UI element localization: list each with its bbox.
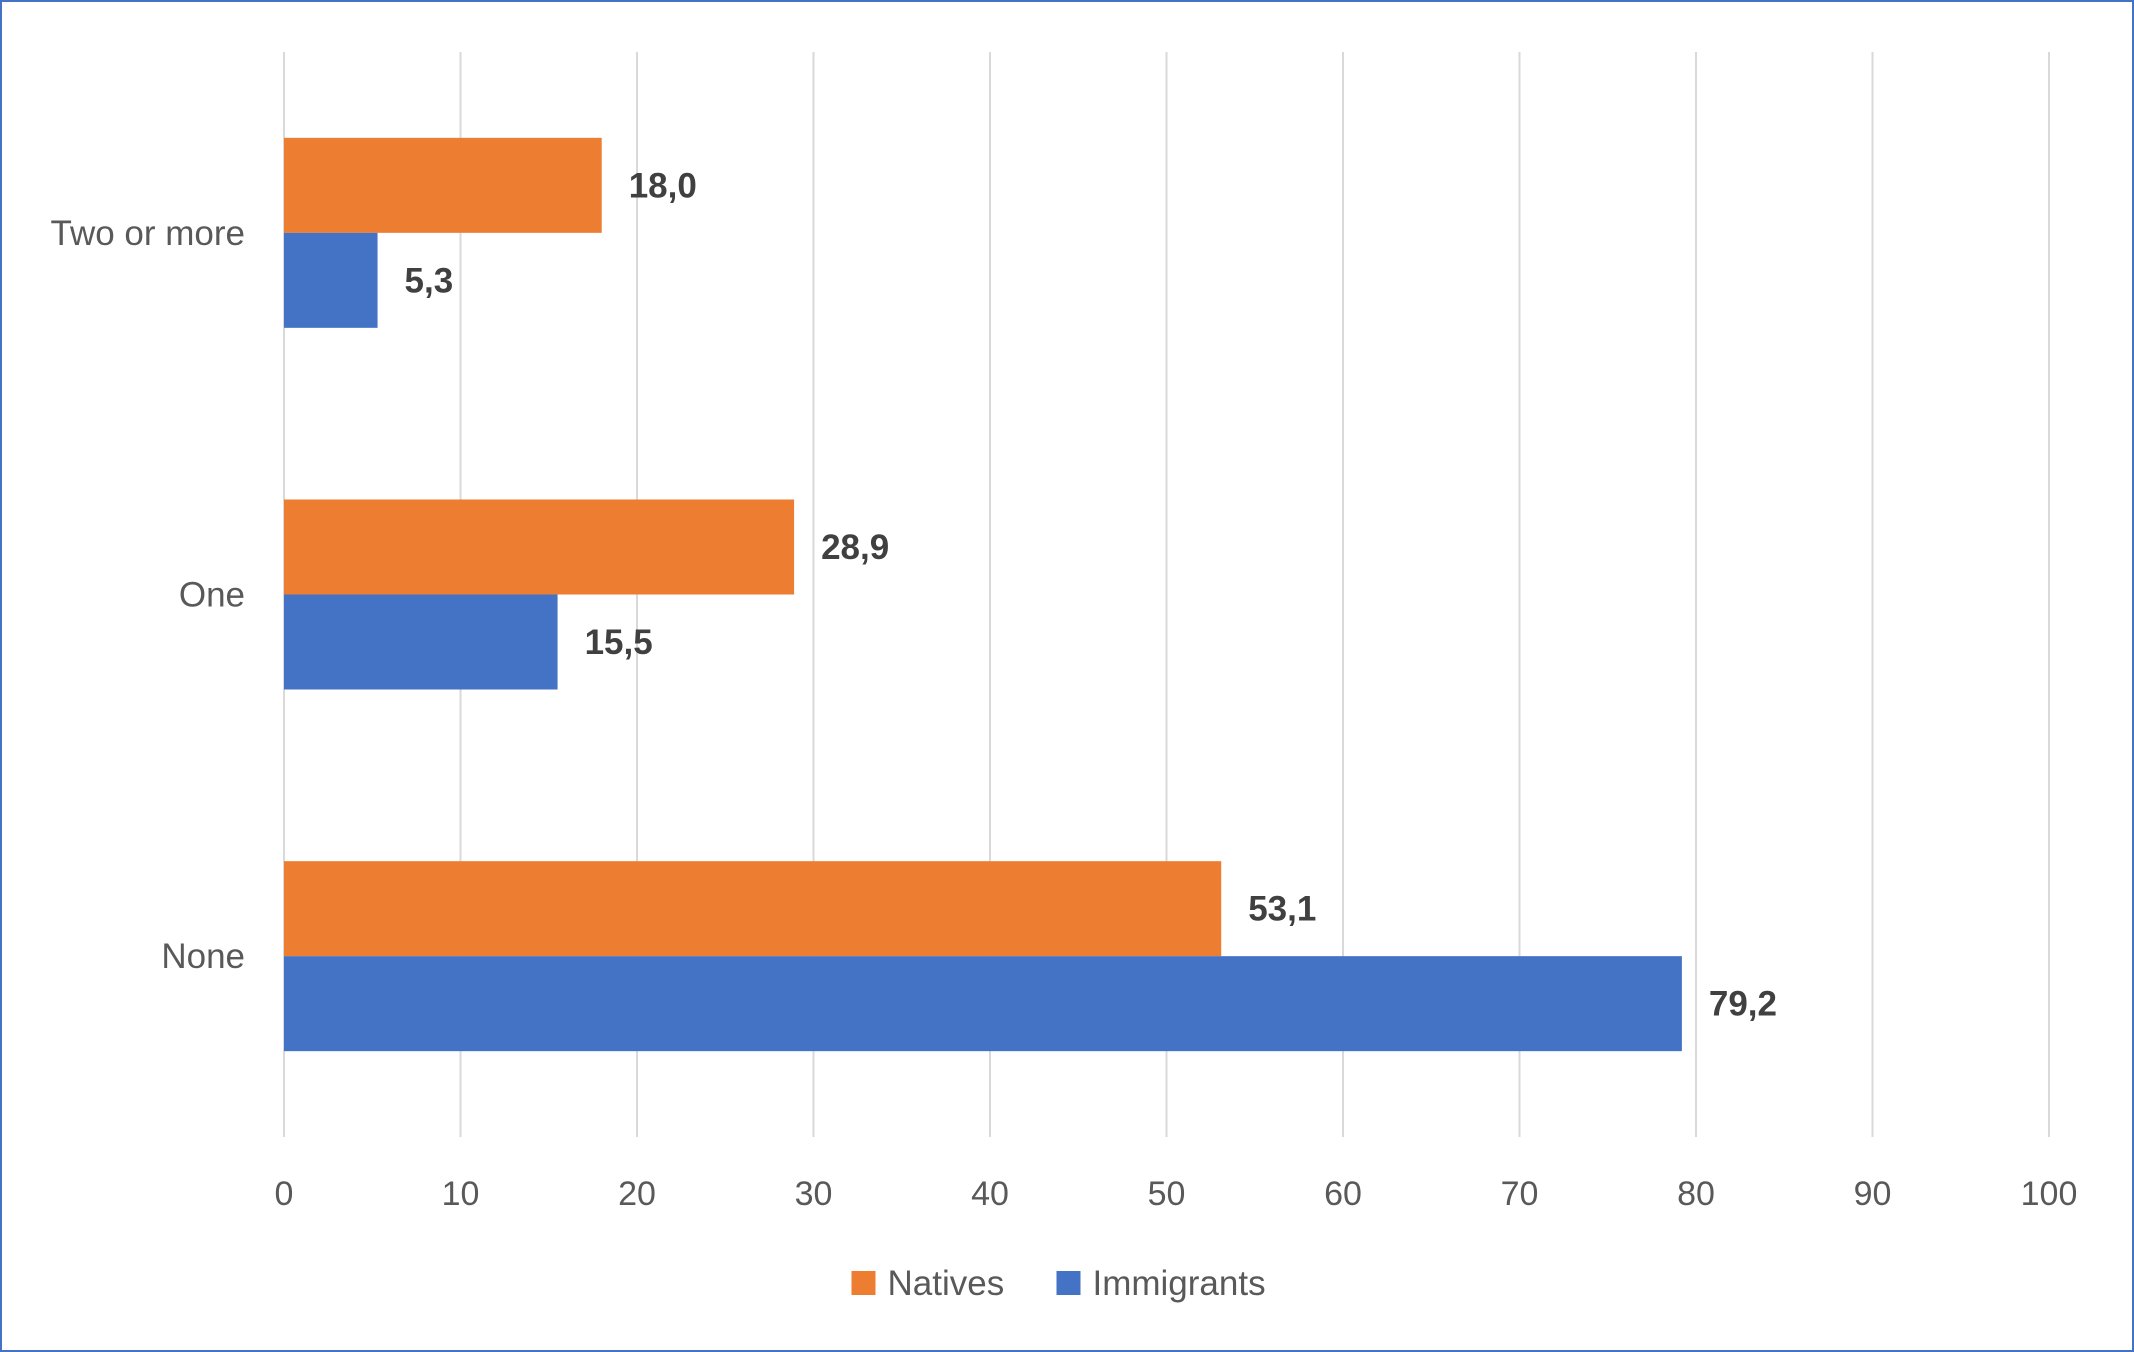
y-category-label: Two or more	[51, 214, 246, 253]
bar-immigrants-none	[284, 956, 1682, 1052]
data-label: 5,3	[405, 261, 454, 300]
x-tick-label: 20	[618, 1175, 656, 1213]
legend-label: Natives	[888, 1264, 1005, 1303]
legend-swatch	[1056, 1271, 1081, 1295]
legend: Natives Immigrants	[851, 1264, 1266, 1303]
bar-natives-one	[284, 499, 795, 595]
y-category-label: None	[161, 937, 245, 976]
y-axis-categories: Two or more One None	[51, 214, 246, 976]
bar-immigrants-one	[284, 594, 558, 690]
x-tick-label: 80	[1677, 1175, 1715, 1213]
legend-item-natives: Natives	[851, 1264, 1005, 1303]
data-label: 28,9	[821, 528, 889, 567]
legend-label: Immigrants	[1093, 1264, 1266, 1303]
data-label: 53,1	[1248, 890, 1316, 929]
bars	[284, 137, 1682, 1052]
bar-immigrants-two-or-more	[284, 232, 378, 328]
x-tick-label: 100	[2021, 1175, 2078, 1213]
data-labels: 18,0 5,3 28,9 15,5 53,1 79,2	[405, 166, 1777, 1023]
data-label: 18,0	[629, 166, 697, 205]
x-tick-label: 0	[275, 1175, 294, 1213]
x-tick-label: 30	[795, 1175, 833, 1213]
x-axis-ticks: 0 10 20 30 40 50 60 70 80 90 100	[275, 1175, 2078, 1213]
legend-swatch	[851, 1271, 876, 1295]
x-tick-label: 50	[1148, 1175, 1186, 1213]
data-label: 79,2	[1709, 985, 1777, 1024]
x-tick-label: 60	[1324, 1175, 1362, 1213]
bar-natives-none	[284, 861, 1222, 957]
x-tick-label: 40	[971, 1175, 1009, 1213]
x-tick-label: 90	[1854, 1175, 1892, 1213]
data-label: 15,5	[585, 623, 653, 662]
bar-natives-two-or-more	[284, 137, 602, 233]
legend-item-immigrants: Immigrants	[1056, 1264, 1266, 1303]
x-tick-label: 70	[1501, 1175, 1539, 1213]
y-category-label: One	[179, 576, 245, 615]
x-tick-label: 10	[442, 1175, 480, 1213]
